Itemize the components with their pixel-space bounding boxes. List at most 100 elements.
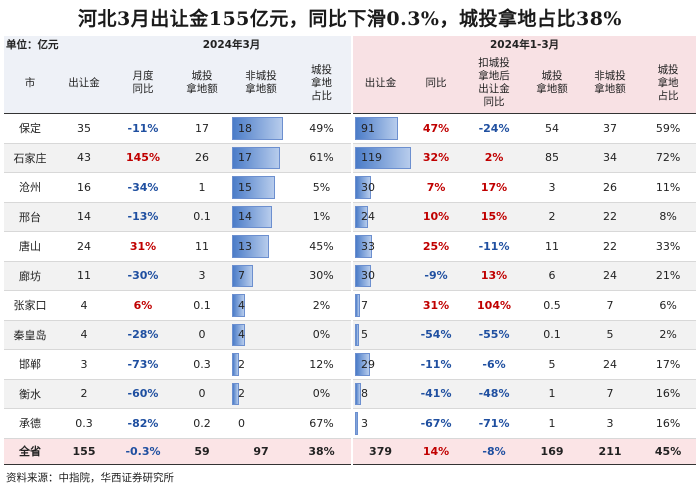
ytd-share-cell: 16% [640, 379, 697, 409]
table-row: 廊坊 11 -30% 3 7 30% 30 -9% 13% 6 24 21% [4, 261, 697, 291]
month-share-cell: 49% [292, 113, 353, 144]
month-share-cell: 30% [292, 261, 353, 291]
total-city-cell: 全省 [4, 437, 56, 465]
month-non-chengtou-cell: 13 [230, 231, 292, 262]
month-amount-cell: 35 [56, 113, 112, 144]
header-month-chengtou: 城投 拿地额 [174, 53, 230, 114]
ytd-yoy-cell: -54% [408, 320, 465, 350]
ytd-share-cell: 33% [640, 231, 697, 262]
ytd-ex-chengtou-yoy-cell: -24% [464, 113, 525, 144]
ytd-amount-cell: 30 [351, 172, 409, 203]
ytd-share-cell: 11% [640, 172, 697, 203]
month-yoy-cell: -13% [112, 202, 174, 232]
table-row: 邢台 14 -13% 0.1 14 1% 24 10% 15% 2 22 8% [4, 202, 697, 232]
header-month-yoy: 月度 同比 [112, 53, 174, 114]
month-chengtou-cell: 17 [174, 113, 230, 144]
month-yoy-cell: -73% [112, 349, 174, 380]
ytd-yoy-cell: 32% [408, 143, 465, 173]
month-yoy-cell: -30% [112, 261, 174, 291]
ytd-amount-bar [355, 117, 399, 140]
month-yoy-cell: -11% [112, 113, 174, 144]
header-month-non-chengtou: 非城投 拿地额 [230, 53, 292, 114]
month-non-chengtou-value: 14 [238, 210, 252, 224]
ytd-amount-bar [355, 294, 361, 317]
group-header-month: 2024年3月 [112, 36, 353, 53]
ytd-amount-cell: 91 [351, 113, 409, 144]
ytd-yoy-cell: 10% [408, 202, 465, 232]
ytd-amount-cell: 119 [351, 143, 412, 173]
ytd-yoy-cell: -11% [408, 349, 465, 380]
ytd-ex-chengtou-yoy-cell: 17% [464, 172, 525, 203]
ytd-amount-value: 33 [361, 239, 376, 253]
month-share-cell: 0% [292, 379, 353, 409]
month-non-chengtou-value: 13 [238, 239, 252, 253]
month-share-cell: 2% [292, 290, 353, 321]
month-amount-cell: 14 [56, 202, 112, 232]
month-chengtou-cell: 0.2 [174, 408, 230, 439]
month-yoy-cell: -28% [112, 320, 174, 350]
ytd-non-chengtou-cell: 5 [580, 320, 641, 350]
month-non-chengtou-cell: 2 [230, 349, 292, 380]
ytd-non-chengtou-cell: 26 [580, 172, 641, 203]
ytd-yoy-cell: -67% [408, 408, 465, 439]
ytd-amount-cell: 30 [351, 261, 409, 291]
ytd-amount-value: 91 [361, 121, 376, 135]
ytd-amount-bar [355, 176, 372, 199]
city-cell: 保定 [4, 113, 56, 144]
ytd-non-chengtou-cell: 34 [580, 143, 641, 173]
month-non-chengtou-value: 4 [238, 328, 245, 342]
ytd-share-cell: 8% [640, 202, 697, 232]
total-ytd-chengtou-cell: 169 [524, 437, 581, 465]
month-chengtou-cell: 3 [174, 261, 230, 291]
month-amount-cell: 0.3 [56, 408, 112, 439]
month-non-chengtou-cell: 4 [230, 320, 292, 350]
month-chengtou-cell: 1 [174, 172, 230, 203]
total-month-non-chengtou-cell: 97 [230, 437, 292, 465]
total-month-chengtou-cell: 59 [174, 437, 230, 465]
table-row: 石家庄 43 145% 26 17 61% 119 32% 2% 85 34 72% [4, 143, 697, 173]
month-chengtou-cell: 0.1 [174, 202, 230, 232]
city-cell: 唐山 [4, 231, 56, 262]
month-chengtou-cell: 0.1 [174, 290, 230, 321]
month-amount-cell: 3 [56, 349, 112, 380]
month-non-chengtou-cell: 2 [230, 379, 292, 409]
month-non-chengtou-value: 18 [238, 121, 252, 135]
header-ytd-ex-chengtou-yoy: 扣城投 拿地后 出让金 同比 [464, 53, 525, 114]
month-non-chengtou-bar [232, 294, 245, 317]
unit-label: 单位：亿元 [4, 36, 112, 53]
month-amount-cell: 4 [56, 320, 112, 350]
ytd-share-cell: 17% [640, 349, 697, 380]
month-non-chengtou-value: 4 [238, 298, 245, 312]
ytd-amount-value: 8 [361, 387, 369, 401]
ytd-yoy-cell: 31% [408, 290, 465, 321]
ytd-amount-bar [355, 353, 371, 376]
month-amount-cell: 2 [56, 379, 112, 409]
month-non-chengtou-value: 0 [238, 416, 245, 430]
ytd-non-chengtou-cell: 22 [580, 202, 641, 232]
month-share-cell: 1% [292, 202, 353, 232]
ytd-chengtou-cell: 1 [524, 408, 581, 439]
month-non-chengtou-bar [232, 235, 269, 258]
table-total-row: 全省 155 -0.3% 59 97 38% 379 14% -8% 169 211 45% [4, 437, 697, 465]
group-header-ytd: 2024年1-3月 [351, 36, 697, 53]
table-row: 秦皇岛 4 -28% 0 4 0% 5 -54% -55% 0.1 5 2% [4, 320, 697, 350]
header-ytd-amount: 出让金 [351, 53, 409, 114]
total-ytd-yoy-cell: 14% [408, 437, 465, 465]
table-row: 邯郸 3 -73% 0.3 2 12% 29 -11% -6% 5 24 17% [4, 349, 697, 380]
header-ytd-chengtou: 城投 拿地额 [524, 53, 581, 114]
ytd-yoy-cell: -9% [408, 261, 465, 291]
ytd-non-chengtou-cell: 22 [580, 231, 641, 262]
ytd-amount-value: 119 [361, 151, 383, 165]
month-non-chengtou-value: 17 [238, 151, 252, 165]
ytd-ex-chengtou-yoy-cell: -11% [464, 231, 525, 262]
month-non-chengtou-cell: 0 [230, 408, 292, 439]
ytd-chengtou-cell: 2 [524, 202, 581, 232]
ytd-chengtou-cell: 11 [524, 231, 581, 262]
month-amount-cell: 11 [56, 261, 112, 291]
month-amount-cell: 4 [56, 290, 112, 321]
header-month-share: 城投 拿地 占比 [292, 53, 353, 114]
ytd-amount-value: 30 [361, 180, 376, 194]
month-non-chengtou-cell: 18 [230, 113, 292, 144]
ytd-chengtou-cell: 1 [524, 379, 581, 409]
ytd-amount-bar [355, 412, 359, 435]
